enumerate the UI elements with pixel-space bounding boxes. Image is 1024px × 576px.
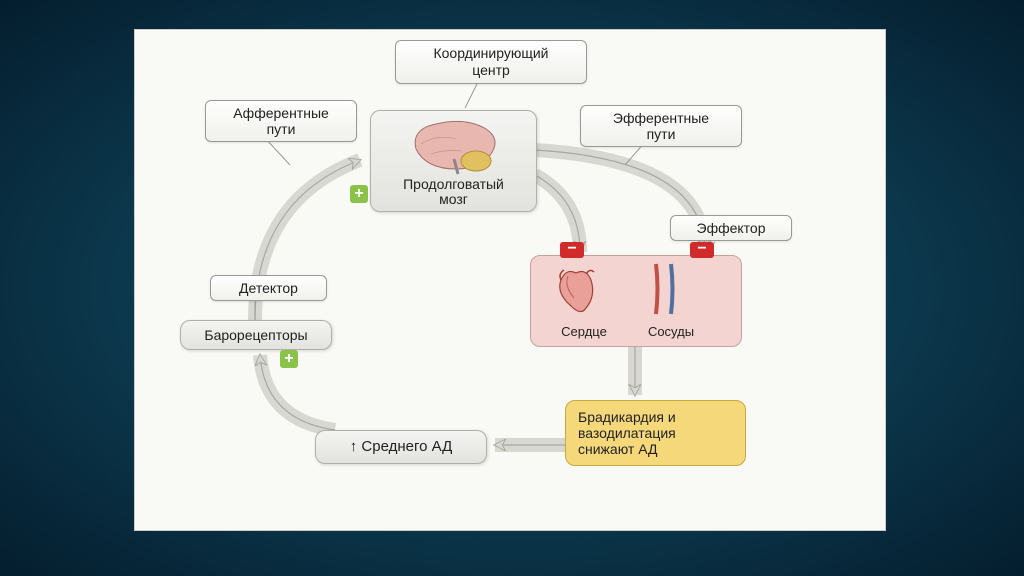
text: Детектор: [239, 280, 298, 296]
node-brain: Продолговатый мозг: [370, 110, 537, 212]
heart-icon: [560, 270, 594, 312]
label-efferent: Эфферентные пути: [580, 105, 742, 147]
text: Брадикардия и вазодилатация снижают АД: [578, 409, 676, 457]
vessels-icon: [656, 264, 673, 314]
text: Координирующий центр: [433, 45, 548, 78]
text: Среднего АД: [361, 438, 452, 455]
label-heart: Сердце: [549, 324, 619, 339]
label-vessels: Сосуды: [636, 324, 706, 339]
node-mean-bp: ↑ Среднего АД: [315, 430, 487, 464]
plus-badge-afferent: +: [350, 185, 368, 203]
label-effector: Эффектор: [670, 215, 792, 241]
minus-badge-heart: −: [560, 242, 584, 258]
label-coord-center: Координирующий центр: [395, 40, 587, 84]
label-detector: Детектор: [210, 275, 327, 301]
node-effector: Сердце Сосуды: [530, 255, 742, 347]
plus-badge-baro: +: [280, 350, 298, 368]
node-baroreceptors: Барорецепторы: [180, 320, 332, 350]
background: Координирующий центр Афферентные пути Эф…: [0, 0, 1024, 576]
minus-badge-vessels: −: [690, 242, 714, 258]
node-result: Брадикардия и вазодилатация снижают АД: [565, 400, 746, 466]
text: Эфферентные пути: [613, 110, 709, 142]
text: Барорецепторы: [204, 327, 307, 343]
brain-icon: [371, 111, 536, 181]
diagram-panel: Координирующий центр Афферентные пути Эф…: [134, 29, 886, 531]
text: Эффектор: [697, 220, 766, 236]
effector-illustration: [531, 256, 741, 326]
label-afferent: Афферентные пути: [205, 100, 357, 142]
text-medulla: Продолговатый мозг: [371, 177, 536, 208]
text: Афферентные пути: [233, 105, 329, 137]
up-arrow-icon: ↑: [350, 438, 358, 455]
